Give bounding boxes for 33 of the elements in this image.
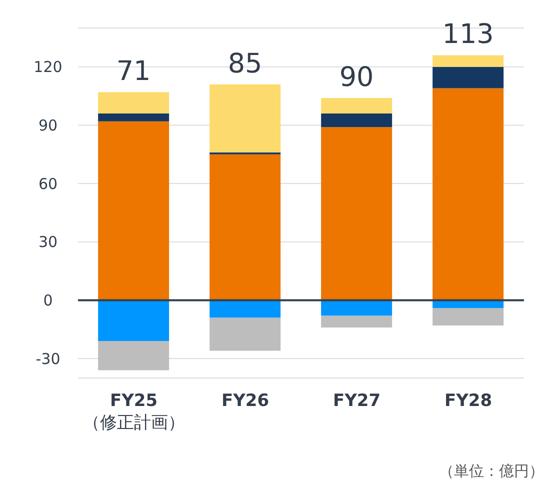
x-tick-label: FY28 (444, 391, 492, 411)
bar (432, 88, 504, 300)
total-label: 113 (442, 19, 494, 50)
total-label: 90 (339, 62, 374, 93)
y-tick-label: 0 (43, 292, 53, 310)
bar (432, 308, 504, 326)
y-tick-label: 120 (34, 58, 62, 76)
y-tick-label: 30 (38, 233, 58, 252)
bar (321, 316, 392, 328)
bar (210, 300, 281, 318)
y-tick-label: 90 (38, 116, 58, 135)
bar (98, 121, 170, 300)
bar (321, 300, 392, 316)
bar (98, 114, 170, 122)
total-label: 71 (116, 56, 151, 88)
bar (98, 341, 170, 370)
text: （単位：億円） (439, 462, 544, 481)
bar (321, 114, 392, 128)
bar (98, 92, 170, 114)
x-tick-label: FY25 （修正計画） (82, 391, 185, 433)
bar (98, 300, 170, 342)
bar (321, 127, 392, 300)
bar (432, 66, 504, 88)
x-tick-label: FY26 (221, 391, 270, 411)
bar (210, 154, 281, 300)
bar (432, 55, 504, 67)
y-tick-label: 60 (38, 174, 58, 193)
bar (321, 98, 392, 114)
y-tick-label: -30 (36, 350, 60, 368)
x-tick-label: FY27 (332, 391, 381, 411)
bar (210, 84, 281, 152)
bar (210, 318, 281, 351)
total-label: 85 (228, 48, 262, 80)
